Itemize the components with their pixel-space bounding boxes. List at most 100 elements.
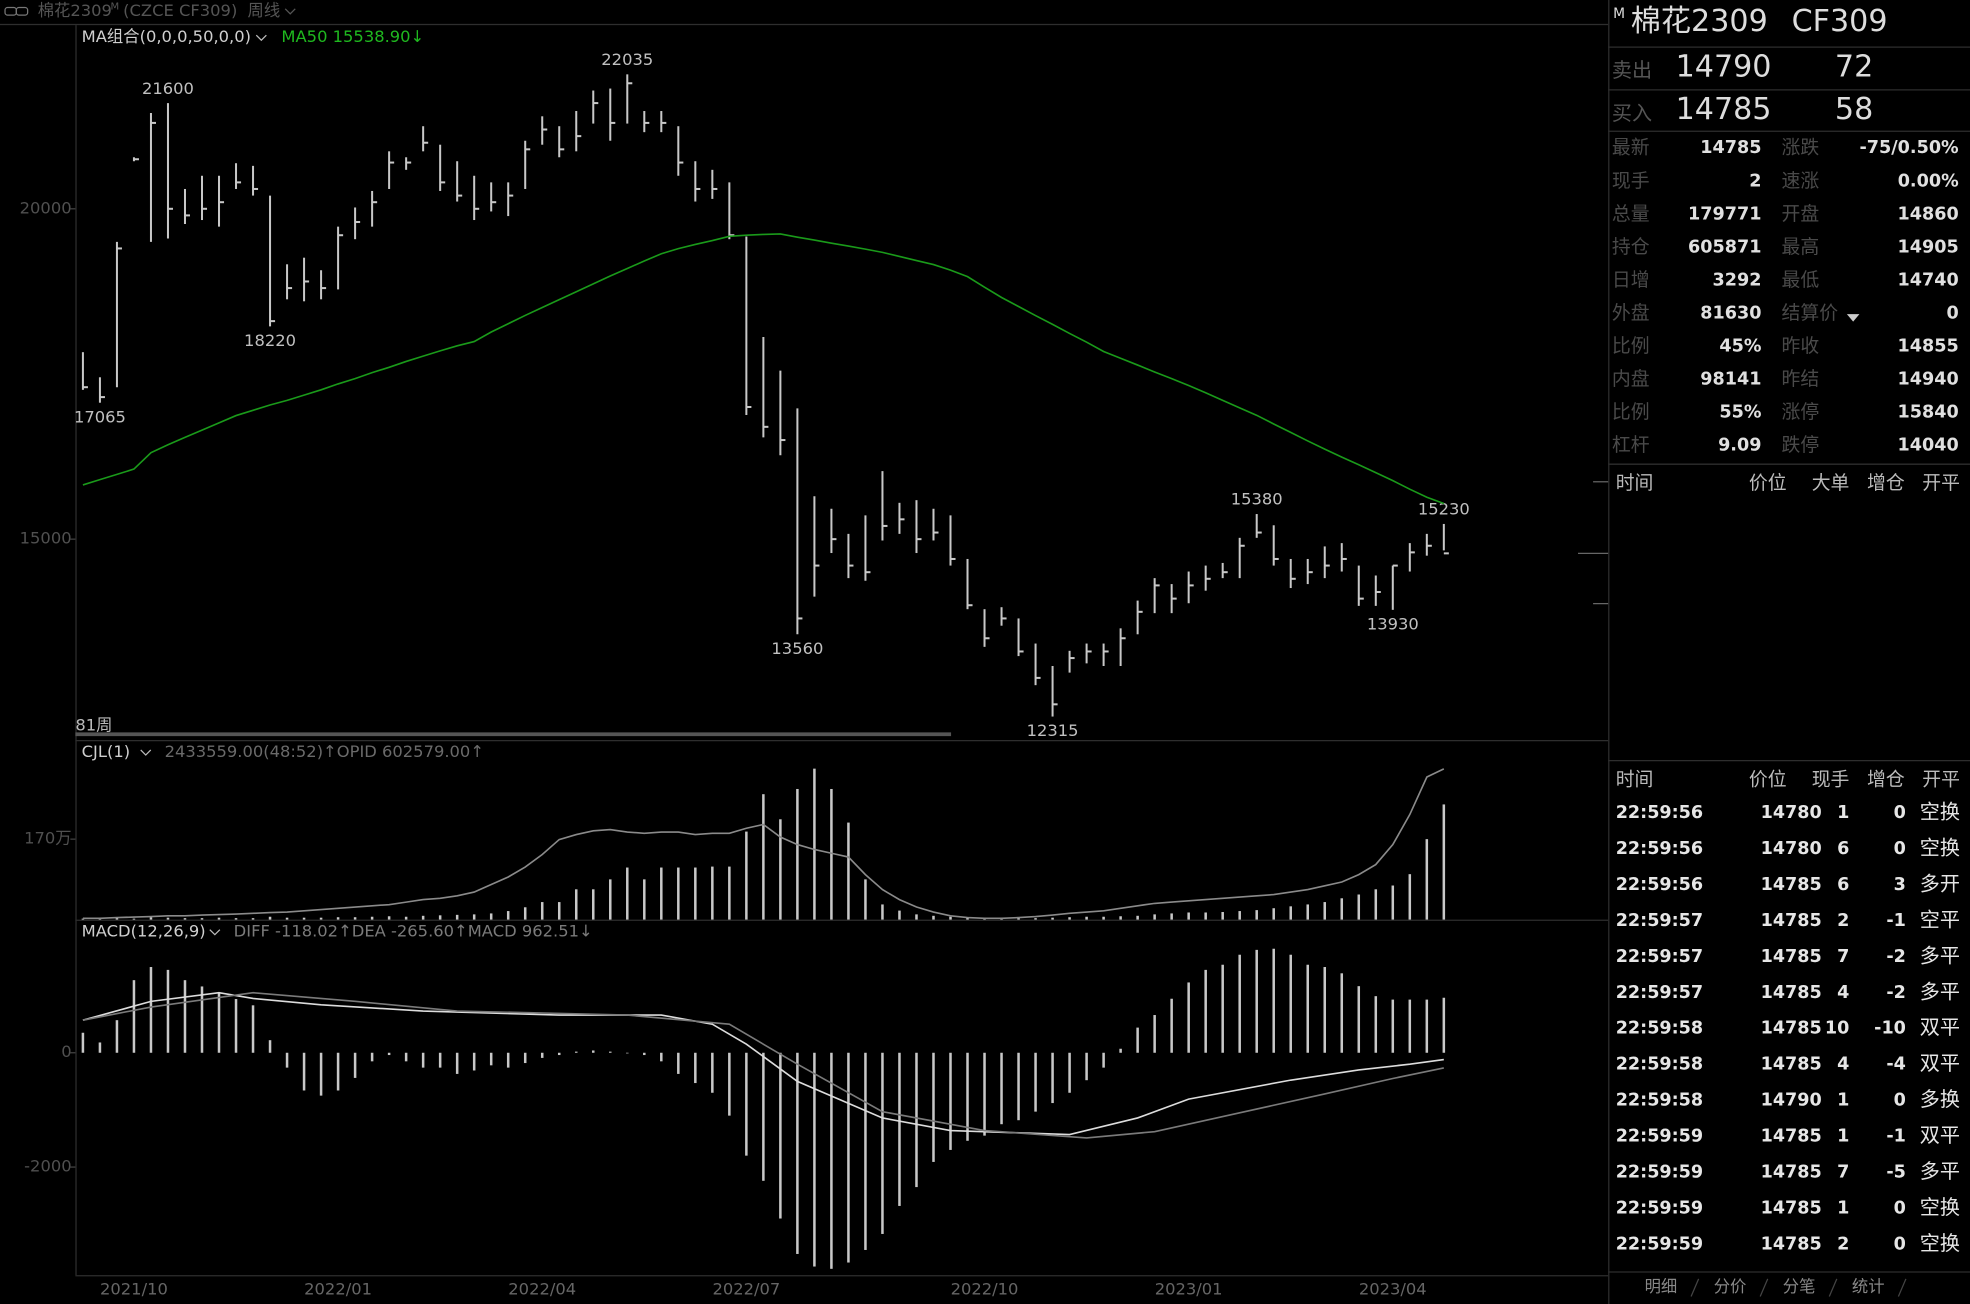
trade-cell: 0 xyxy=(1894,803,1906,823)
dropdown-icon[interactable] xyxy=(209,929,221,936)
bar xyxy=(677,1052,680,1074)
trade-cell: 22:59:59 xyxy=(1616,1127,1703,1147)
tab[interactable]: 分价 xyxy=(1714,1277,1747,1296)
link-icon[interactable] xyxy=(4,6,29,16)
bar xyxy=(132,918,136,920)
bar xyxy=(540,902,544,920)
quote-value: -75/0.50% xyxy=(1860,138,1960,158)
quote-label: 比例 xyxy=(1612,401,1650,423)
trade-cell: -10 xyxy=(1874,1019,1906,1039)
bar xyxy=(1357,894,1361,920)
x-tick-label: 2023/01 xyxy=(1155,1280,1223,1299)
trade-cell: 22:59:59 xyxy=(1616,1163,1703,1183)
bar xyxy=(81,1032,85,1053)
trade-cell: 22:59:57 xyxy=(1616,911,1703,931)
trade-cell: 14785 xyxy=(1761,1199,1822,1219)
bar xyxy=(1289,954,1292,1053)
bar xyxy=(592,1050,595,1053)
bar xyxy=(455,914,459,920)
bar xyxy=(1340,973,1344,1053)
bar xyxy=(779,1052,782,1219)
quote-label: 内盘 xyxy=(1612,368,1650,390)
bar xyxy=(1391,885,1395,920)
trade-cell: 空换 xyxy=(1920,799,1960,823)
dropdown-icon[interactable] xyxy=(284,8,296,15)
tab[interactable]: 明细 xyxy=(1645,1277,1678,1296)
quote-value: 14740 xyxy=(1898,270,1959,290)
column-header: 现手 xyxy=(1812,769,1850,791)
trade-cell: 3 xyxy=(1894,875,1906,895)
dropdown-icon[interactable] xyxy=(1846,314,1860,322)
quote-value: 81630 xyxy=(1700,303,1761,323)
tab[interactable]: 统计 xyxy=(1852,1277,1885,1296)
x-tick-label: 2023/04 xyxy=(1359,1280,1427,1299)
bar xyxy=(1306,904,1309,920)
trade-cell: 14785 xyxy=(1761,1235,1822,1255)
quote-label: 日增 xyxy=(1612,269,1650,291)
bar xyxy=(319,1052,323,1096)
column-header: 时间 xyxy=(1616,769,1654,791)
price-annotation: 21600 xyxy=(142,79,194,98)
trade-cell: 0 xyxy=(1894,839,1906,859)
bar xyxy=(387,916,391,920)
indicator-name[interactable]: MACD(12,26,9) xyxy=(82,922,206,941)
bar xyxy=(813,1052,816,1267)
series-line xyxy=(82,991,1444,1139)
bar xyxy=(796,1052,799,1254)
tab[interactable]: 分笔 xyxy=(1783,1277,1816,1296)
trade-cell: 22:59:57 xyxy=(1616,983,1703,1003)
bar xyxy=(711,866,714,920)
dropdown-icon[interactable] xyxy=(255,34,267,42)
trade-cell: 空平 xyxy=(1920,907,1960,931)
bar xyxy=(166,969,170,1053)
bar xyxy=(217,917,221,920)
bar xyxy=(847,822,850,920)
trade-cell: 4 xyxy=(1837,983,1849,1003)
bar xyxy=(149,917,153,920)
bar xyxy=(115,1020,119,1053)
indicator-name[interactable]: MA组合(0,0,0,50,0,0) xyxy=(82,27,251,46)
bar xyxy=(983,1052,986,1136)
quote-value: 605871 xyxy=(1688,237,1761,257)
trade-cell: 空换 xyxy=(1920,1195,1960,1219)
quote-title: 棉花2309 xyxy=(1631,4,1768,39)
bar xyxy=(626,1052,629,1054)
bar xyxy=(694,1052,697,1084)
ask-price: 14790 xyxy=(1676,49,1772,84)
bar xyxy=(387,1052,391,1056)
trade-cell: 22:59:56 xyxy=(1616,875,1703,895)
dropdown-icon[interactable] xyxy=(140,749,152,756)
indicator-name[interactable]: CJL(1) xyxy=(82,742,130,761)
bar xyxy=(285,1052,289,1068)
quote-value: 45% xyxy=(1719,336,1761,356)
trade-cell: 7 xyxy=(1837,947,1849,967)
period[interactable]: 周线 xyxy=(248,1,281,20)
bar xyxy=(1272,948,1275,1053)
bar xyxy=(847,1052,850,1263)
column-header: 大单 xyxy=(1812,472,1850,494)
trade-cell: -1 xyxy=(1886,1127,1906,1147)
bar xyxy=(592,889,595,920)
indicator-readout: 2433559.00(48:52)↑OPID 602579.00↑ xyxy=(165,742,484,761)
quote-value: 14940 xyxy=(1898,370,1959,390)
quote-label: 现手 xyxy=(1612,170,1650,192)
quote-value: 14785 xyxy=(1700,138,1761,158)
bar xyxy=(1408,874,1412,920)
bar xyxy=(694,867,697,920)
y-tick-label: 20000 xyxy=(20,198,72,217)
bar xyxy=(779,819,782,920)
bar xyxy=(626,867,629,920)
quote-label: 最新 xyxy=(1612,137,1650,159)
quote-value: 179771 xyxy=(1688,204,1761,224)
quote-value: 14860 xyxy=(1898,204,1959,224)
bar xyxy=(1374,889,1378,920)
quote-value: 0.00% xyxy=(1898,171,1959,191)
price-annotation: 17065 xyxy=(74,407,126,426)
bar xyxy=(813,768,816,920)
bar xyxy=(949,1052,952,1150)
bar xyxy=(574,889,578,920)
trade-cell: 14785 xyxy=(1761,947,1822,967)
bar xyxy=(200,986,204,1053)
bar xyxy=(438,1052,442,1068)
window-title: 棉花2309 xyxy=(38,1,112,20)
